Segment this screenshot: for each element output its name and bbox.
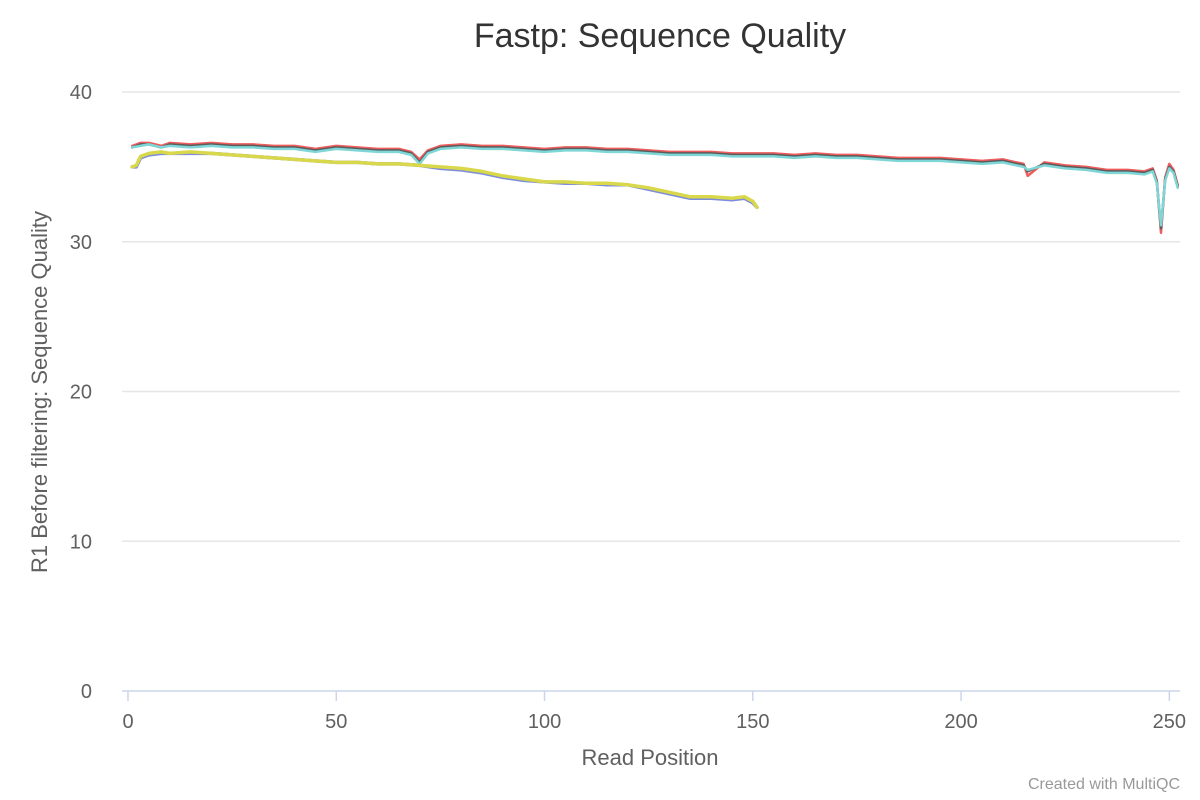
- x-axis-ticks: 0 50 100 150 200 250: [122, 691, 1186, 733]
- y-tick-label: 10: [70, 531, 92, 553]
- x-tick-label: 250: [1153, 711, 1186, 733]
- credit-text: Created with MultiQC: [1028, 776, 1180, 793]
- x-tick-label: 50: [325, 711, 347, 733]
- series-line-2[interactable]: [130, 143, 1179, 230]
- series-line-3[interactable]: [130, 143, 1179, 227]
- series-line-1[interactable]: [130, 141, 1179, 235]
- x-axis-label: Read Position: [582, 745, 719, 770]
- series-lines: [130, 141, 1179, 235]
- series-line-4[interactable]: [130, 151, 759, 210]
- x-tick-label: 200: [944, 711, 977, 733]
- y-tick-label: 30: [70, 232, 92, 254]
- x-tick-label: 150: [736, 711, 769, 733]
- x-tick-label: 0: [122, 711, 133, 733]
- chart-title: Fastp: Sequence Quality: [474, 17, 846, 55]
- x-tick-label: 100: [528, 711, 561, 733]
- y-axis-label: R1 Before filtering: Sequence Quality: [27, 211, 52, 573]
- grid: [122, 91, 1180, 692]
- y-tick-label: 20: [70, 382, 92, 404]
- y-tick-label: 0: [81, 681, 92, 703]
- y-tick-label: 40: [70, 82, 92, 104]
- series-line-5[interactable]: [130, 150, 759, 210]
- y-axis-ticks: 0 10 20 30 40: [70, 82, 92, 703]
